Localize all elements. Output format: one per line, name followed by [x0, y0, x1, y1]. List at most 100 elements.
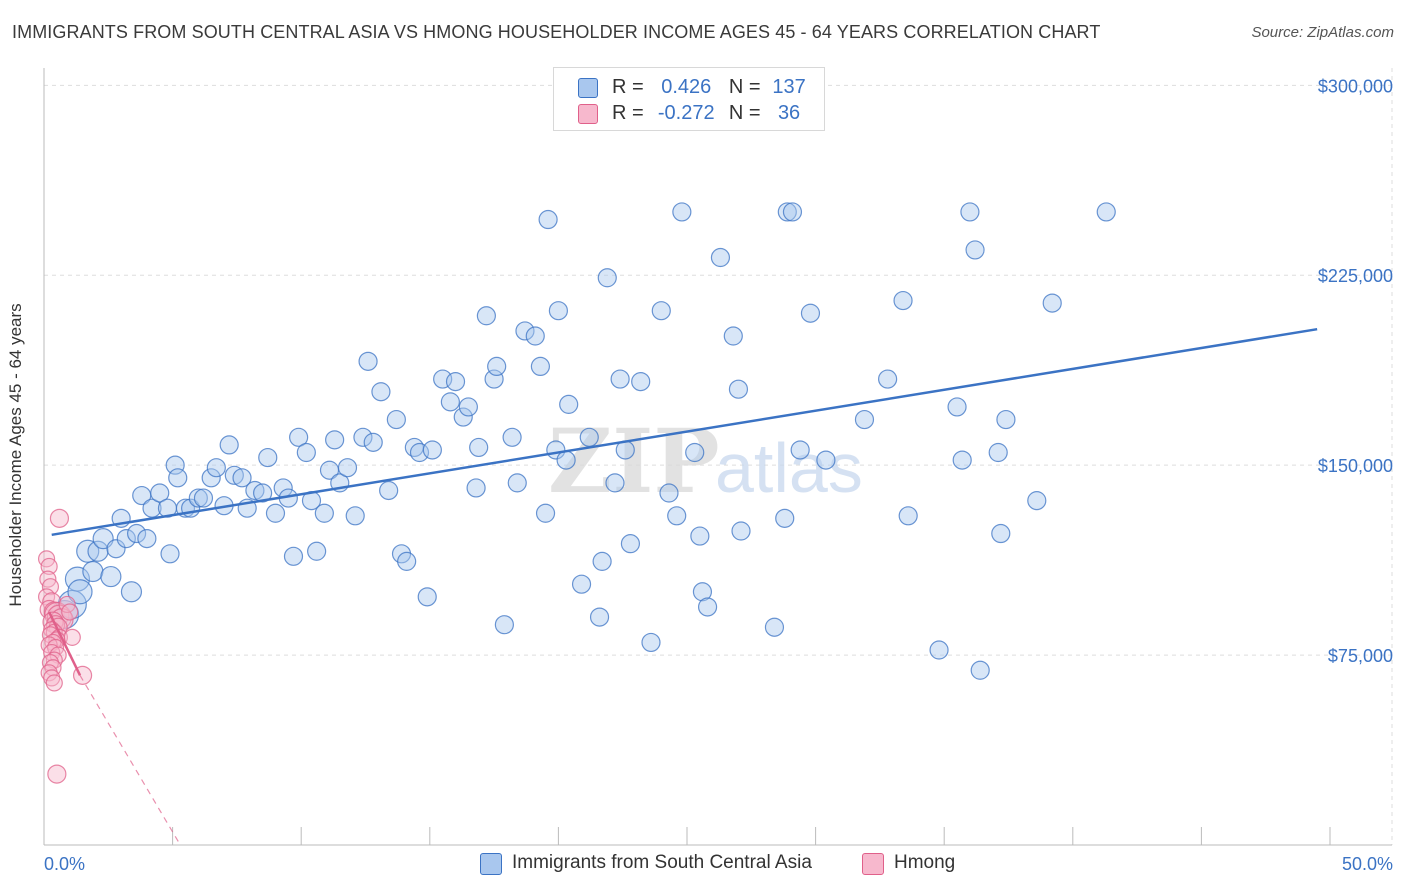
point-immigrants — [816, 450, 836, 470]
legend-r-value: 0.426 — [661, 76, 712, 98]
point-immigrants — [232, 468, 252, 488]
point-immigrants — [728, 379, 749, 399]
point-immigrants — [476, 306, 496, 326]
source-label: Source: ZipAtlas.com — [1251, 24, 1394, 41]
point-immigrants — [898, 506, 918, 526]
point-immigrants — [777, 202, 797, 222]
x-tick-labels: 0.0% 50.0% — [44, 854, 1393, 874]
y-tick-label: $150,000 — [1318, 456, 1393, 476]
point-immigrants — [160, 544, 180, 564]
point-hmong — [47, 764, 67, 784]
point-immigrants — [224, 465, 244, 485]
point-immigrants — [965, 240, 985, 260]
point-immigrants — [126, 523, 147, 544]
point-immigrants — [87, 540, 109, 562]
point-immigrants — [790, 440, 810, 460]
point-immigrants — [610, 369, 630, 389]
point-hmong — [41, 578, 60, 596]
point-immigrants — [641, 632, 661, 653]
point-immigrants — [445, 371, 466, 392]
series-hmong-points — [37, 508, 93, 784]
point-immigrants — [559, 394, 579, 414]
point-immigrants — [952, 450, 972, 470]
legend-n-value: 36 — [777, 102, 801, 124]
x-tick-label: 0.0% — [44, 854, 85, 874]
point-immigrants — [731, 521, 751, 541]
point-immigrants — [556, 450, 576, 470]
legend-stats-hmong: R = -0.272 N = 36 — [612, 102, 812, 125]
point-immigrants — [530, 356, 550, 377]
point-immigrants — [631, 371, 651, 392]
point-immigrants — [929, 640, 949, 660]
point-immigrants — [337, 458, 358, 478]
point-immigrants — [265, 503, 286, 523]
point-immigrants — [988, 442, 1008, 463]
y-tick-labels: $75,000 $150,000 $225,000 $300,000 — [1318, 76, 1393, 666]
point-immigrants — [296, 442, 316, 463]
point-immigrants — [854, 409, 875, 430]
y-tick-label: $300,000 — [1318, 76, 1393, 96]
point-immigrants — [672, 202, 692, 222]
point-immigrants — [548, 301, 569, 321]
point-immigrants — [201, 468, 221, 488]
chart-title: IMMIGRANTS FROM SOUTH CENTRAL ASIA VS HM… — [12, 22, 1101, 42]
point-immigrants — [667, 506, 687, 526]
point-immigrants — [515, 321, 535, 341]
point-immigrants — [67, 579, 93, 605]
legend-label-hmong: Hmong — [894, 852, 956, 873]
point-immigrants — [120, 581, 143, 603]
point-immigrants — [1027, 491, 1047, 511]
point-immigrants — [589, 607, 610, 627]
point-immigrants — [960, 202, 980, 222]
point-immigrants — [775, 508, 795, 528]
point-immigrants — [659, 483, 679, 503]
point-immigrants — [1096, 202, 1116, 222]
point-immigrants — [723, 326, 743, 346]
point-immigrants — [379, 480, 399, 501]
point-immigrants — [487, 356, 507, 377]
point-immigrants — [193, 488, 214, 508]
point-immigrants — [502, 427, 522, 447]
point-immigrants — [188, 488, 208, 508]
point-immigrants — [289, 427, 309, 447]
point-immigrants — [1042, 293, 1062, 313]
point-immigrants — [651, 301, 671, 321]
watermark-atlas: atlas — [715, 429, 863, 507]
series-legend: Immigrants from South Central Asia Hmong — [0, 852, 1406, 878]
point-immigrants — [571, 574, 592, 594]
point-immigrants — [258, 447, 278, 468]
legend-n-label: N = — [728, 102, 761, 124]
point-hmong — [40, 557, 58, 576]
point-immigrants — [469, 437, 489, 458]
point-immigrants — [168, 468, 188, 488]
trend-lines — [48, 327, 1318, 846]
point-immigrants — [219, 435, 239, 455]
point-immigrants — [245, 480, 265, 501]
point-immigrants — [947, 397, 967, 417]
point-hmong — [49, 508, 70, 528]
point-immigrants — [494, 615, 514, 635]
point-immigrants — [579, 427, 599, 447]
point-immigrants — [417, 587, 437, 607]
x-tick-label: 50.0% — [1342, 854, 1393, 874]
legend-label-immigrants: Immigrants from South Central Asia — [512, 852, 812, 873]
point-immigrants — [893, 290, 913, 311]
point-immigrants — [458, 397, 478, 417]
point-immigrants — [253, 483, 273, 503]
point-immigrants — [535, 503, 556, 523]
point-immigrants — [620, 534, 641, 554]
point-immigrants — [466, 478, 486, 498]
point-immigrants — [165, 455, 185, 475]
legend-r-value: -0.272 — [657, 102, 715, 124]
point-immigrants — [690, 526, 710, 546]
point-hmong — [61, 603, 79, 621]
series-immigrants-points — [49, 202, 1116, 680]
point-immigrants — [970, 660, 990, 680]
legend-swatch-hmong — [862, 853, 884, 875]
y-axis-label: Householder Income Ages 45 - 64 years — [6, 303, 25, 607]
point-immigrants — [507, 473, 527, 493]
point-immigrants — [82, 560, 104, 583]
point-immigrants — [800, 303, 821, 323]
point-immigrants — [710, 247, 731, 268]
point-immigrants — [283, 546, 304, 566]
